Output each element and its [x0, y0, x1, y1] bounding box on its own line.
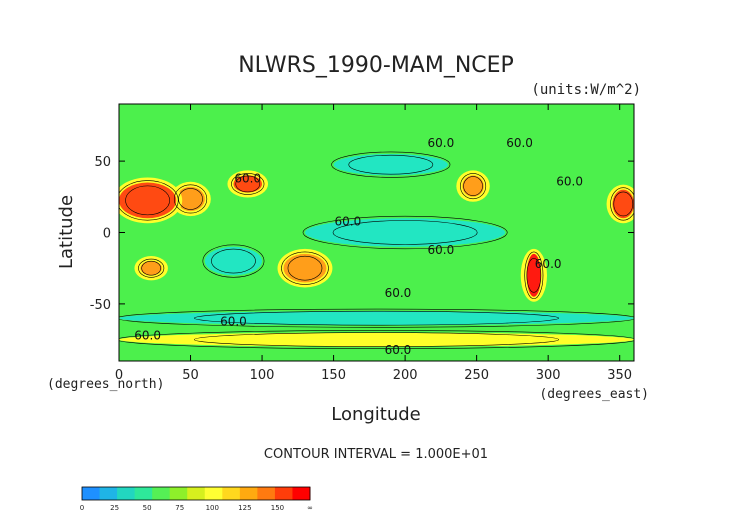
region-southern-africa: [140, 261, 162, 276]
colorbar-swatch: [169, 487, 188, 500]
contour-line: [331, 151, 451, 178]
colorbar-swatch: [117, 487, 136, 500]
colorbar-swatch: [187, 487, 206, 500]
contour-line: [193, 310, 560, 326]
contour-line: [613, 191, 634, 217]
contour-line: [302, 215, 508, 250]
region-andes: [526, 253, 542, 297]
contour-line: [463, 176, 483, 196]
y-tick-label: 50: [94, 155, 111, 170]
contour-label: 60.0: [385, 286, 412, 300]
region-northern-mexico-sahel-edge: [612, 189, 634, 219]
x-tick-label: 300: [536, 368, 561, 383]
y-tick-label: -50: [90, 298, 111, 313]
region-indian-ocean: [204, 246, 263, 276]
colorbar-tick-label: 100: [206, 504, 219, 512]
contour-label: 60.0: [428, 136, 455, 150]
colorbar-swatch: [99, 487, 118, 500]
contour-line: [138, 258, 165, 278]
units-label: (units:W/m^2): [531, 82, 641, 98]
x-tick-label: 50: [182, 368, 199, 383]
contour-line: [119, 180, 179, 221]
colorbar-swatch: [152, 487, 171, 500]
chart-title: NLWRS_1990-MAM_NCEP: [238, 53, 514, 78]
contour-line: [281, 251, 329, 285]
colorbar-tick-label: 125: [238, 504, 251, 512]
contour-label: 60.0: [535, 257, 562, 271]
contour-line: [348, 154, 434, 175]
colorbar-tick-label: 25: [110, 504, 119, 512]
colorbar-swatch: [134, 487, 153, 500]
contour-label: 60.0: [506, 136, 533, 150]
colorbar: 0 25 50 75 100 125 150 ∞: [80, 486, 313, 512]
colorbar-tick-label: ∞: [307, 504, 313, 512]
axis-ticks: 0 50 100 150 200 250 300 350 50 0 -50: [90, 104, 634, 383]
contour-label: 60.0: [234, 172, 261, 186]
contour-line: [287, 255, 323, 281]
region-north-pacific: [333, 153, 449, 176]
contour-line: [125, 185, 170, 216]
contour-label: 60.0: [556, 174, 583, 188]
contour-label: 60.0: [220, 314, 247, 328]
contour-line: [178, 188, 203, 210]
colorbar-swatch: [292, 487, 311, 500]
contour-line: [231, 173, 265, 195]
region-southern-ocean: [119, 311, 634, 326]
contour-line: [173, 184, 208, 214]
contour-line: [119, 308, 634, 328]
colorbar-swatch: [239, 487, 258, 500]
contour-interval-text: CONTOUR INTERVAL = 1.000E+01: [264, 447, 488, 462]
x-tick-label: 350: [607, 368, 632, 383]
x-tick-label: 0: [115, 368, 123, 383]
colorbar-tick-label: 75: [175, 504, 184, 512]
colorbar-swatch: [222, 487, 241, 500]
contour-line: [332, 220, 478, 245]
contour-line: [202, 244, 265, 278]
contour-line: [526, 258, 542, 293]
colorbar-frame: [81, 486, 311, 501]
contour-label: 60.0: [134, 329, 161, 343]
region-australia: [283, 253, 327, 283]
region-arabia: [176, 186, 205, 212]
contour-line: [460, 173, 487, 200]
colorbar-swatch: [274, 487, 293, 500]
x-tick-label: 250: [464, 368, 489, 383]
x-unit-label: (degrees_east): [539, 387, 649, 402]
x-tick-label: 100: [250, 368, 275, 383]
x-axis-label: Longitude: [331, 404, 421, 425]
contour-line: [119, 330, 634, 350]
colorbar-tick-label: 50: [143, 504, 152, 512]
x-tick-label: 200: [393, 368, 418, 383]
region-southwestern-north-america: [462, 175, 484, 197]
region-tibet: [233, 175, 263, 193]
y-unit-label: (degrees_north): [47, 377, 164, 392]
colorbar-tick-label: 150: [271, 504, 284, 512]
colorbar-swatch: [204, 487, 223, 500]
colorbar-tick-label: 0: [80, 504, 84, 512]
colorbar-swatch: [257, 487, 276, 500]
contour-line: [235, 175, 261, 193]
heatmap-regions: [119, 153, 634, 347]
contour-line: [141, 260, 161, 276]
contour-lines: 60.0 60.0 60.0 60.0 60.0 60.0 60.0 60.0 60.0 60.0…: [119, 136, 634, 357]
contour-label: 60.0: [335, 214, 362, 228]
plot-area: 60.0 60.0 60.0 60.0 60.0 60.0 60.0 60.0 60.0 60.0…: [119, 104, 634, 361]
contour-line: [610, 187, 634, 221]
contour-line: [524, 251, 544, 300]
colorbar-swatch: [82, 487, 101, 500]
contour-label: 60.0: [428, 243, 455, 257]
region-antarctica-coast: [119, 332, 634, 347]
y-tick-label: 0: [103, 227, 111, 242]
contour-line: [211, 248, 256, 274]
contour-label: 60.0: [385, 343, 412, 357]
region-tropical-pacific: [304, 218, 506, 247]
y-axis-label: Latitude: [56, 195, 77, 269]
region-sahara: [119, 182, 177, 219]
contour-line: [193, 332, 560, 347]
x-tick-label: 150: [321, 368, 346, 383]
